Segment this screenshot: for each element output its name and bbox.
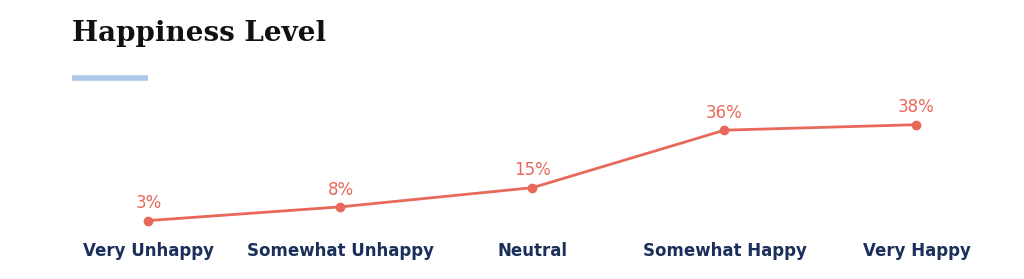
Text: 8%: 8% [328, 181, 353, 199]
Text: 15%: 15% [514, 162, 551, 179]
Text: Very Happy: Very Happy [862, 242, 971, 261]
Text: Happiness Level: Happiness Level [72, 20, 326, 47]
Text: Neutral: Neutral [498, 242, 567, 261]
Text: 3%: 3% [135, 194, 162, 212]
Text: Somewhat Happy: Somewhat Happy [642, 242, 807, 261]
Text: Somewhat Unhappy: Somewhat Unhappy [247, 242, 434, 261]
Text: 36%: 36% [707, 104, 742, 122]
Text: 38%: 38% [898, 98, 935, 116]
Text: Very Unhappy: Very Unhappy [83, 242, 214, 261]
